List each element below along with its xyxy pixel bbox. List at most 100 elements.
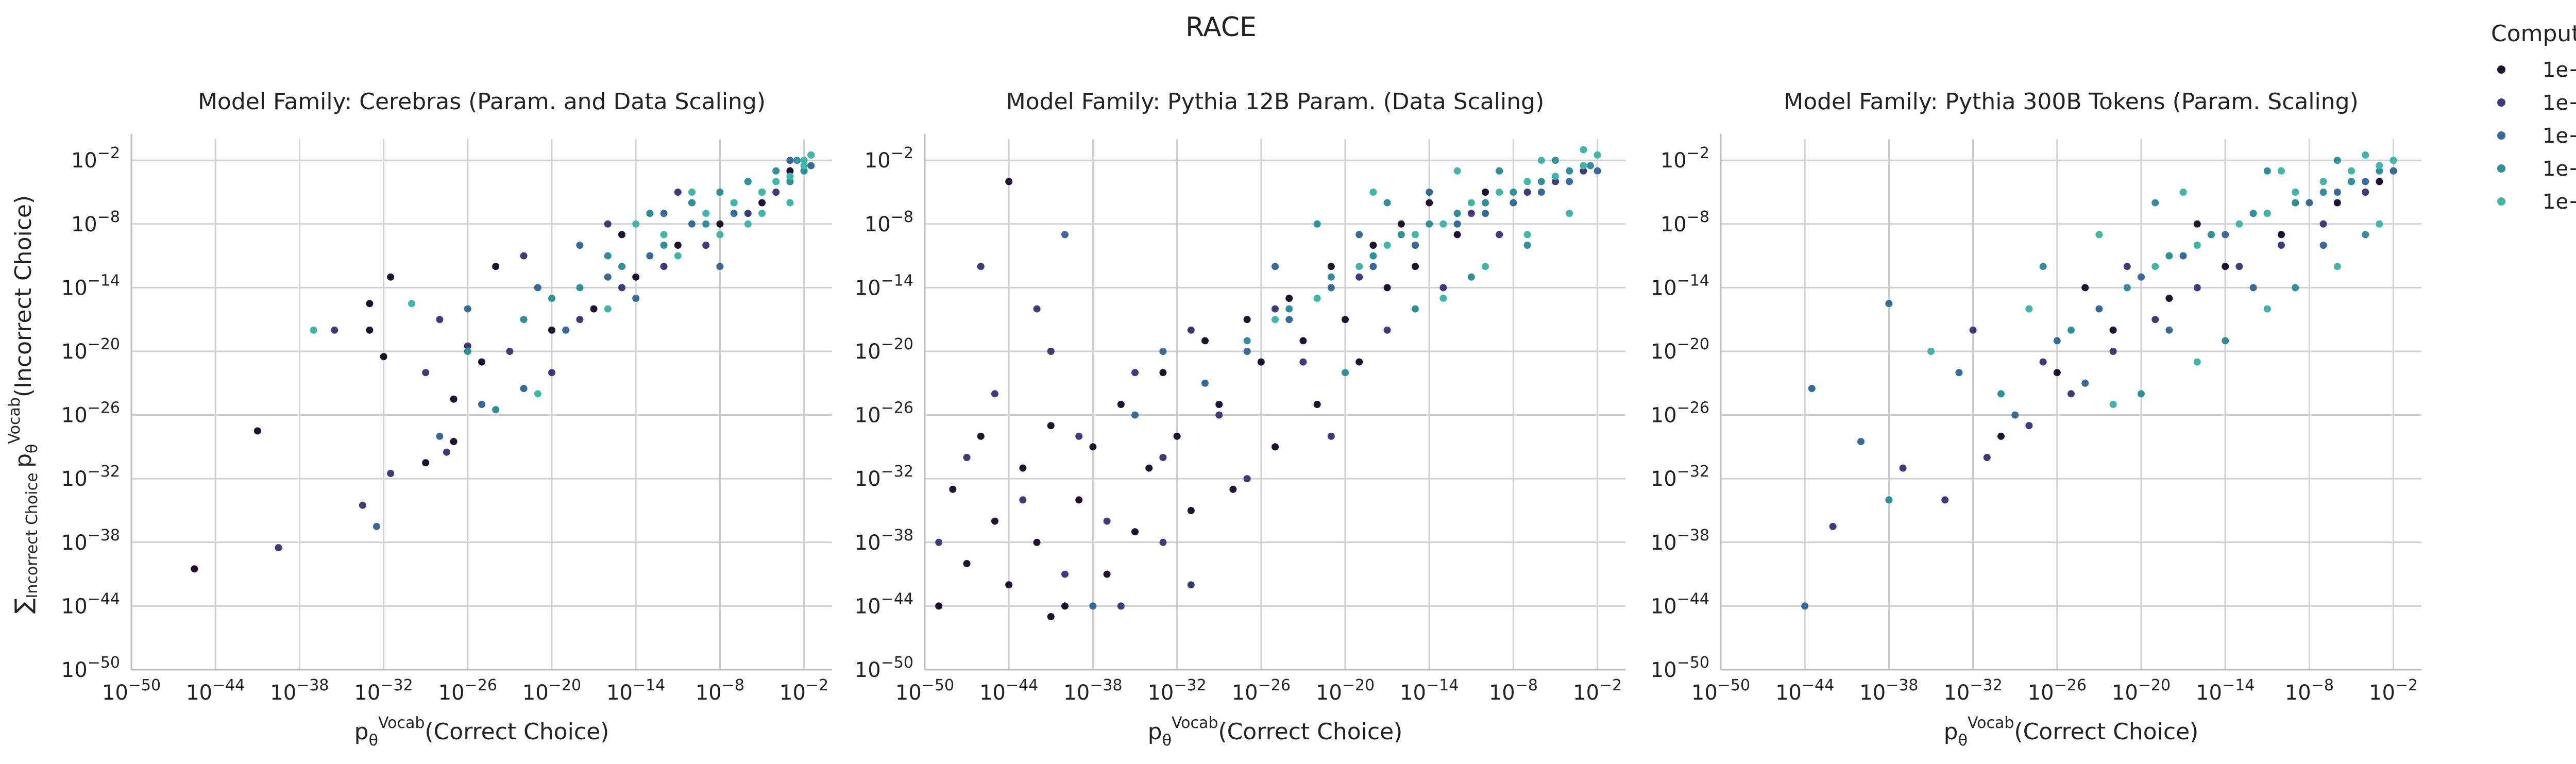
data-point [2389,167,2397,175]
data-point [716,220,724,228]
data-point [1523,231,1531,239]
data-point [1566,167,1573,175]
data-point [1467,210,1475,217]
data-point [534,390,541,398]
tick-label-x-1-1: 10−44 [979,676,1038,705]
data-point [1313,295,1321,302]
data-point [1885,300,1893,308]
data-point [2376,167,2383,175]
data-point [2053,337,2061,345]
data-point [2165,252,2173,260]
x-axis-label-1: pθVocab(Correct Choice) [1148,714,1403,750]
data-point [632,220,640,228]
data-point [2292,189,2299,196]
data-point [1412,263,1419,270]
data-point [1552,178,1559,185]
data-point [2193,358,2201,366]
data-point [1426,189,1433,196]
data-point [1397,220,1405,228]
data-point [1005,178,1013,185]
data-point [935,602,943,610]
data-point [373,522,380,530]
series-1e+18 [935,178,1489,620]
tick-label-y-2-3: 10−32 [1651,463,1709,491]
data-point [1327,432,1335,440]
data-point [800,157,808,164]
data-point [1467,199,1475,207]
tick-label-y-2-5: 10−20 [1651,335,1709,364]
data-point [2362,151,2369,159]
data-point [2123,284,2131,292]
data-point [492,263,500,270]
data-point [1033,305,1041,313]
tick-label-y-1-4: 10−26 [855,399,913,428]
data-point [1566,178,1573,185]
data-point [2348,178,2355,185]
data-point [1510,189,1517,196]
series-1e+20 [1061,167,1601,610]
data-point [443,448,450,456]
data-point [2222,337,2229,345]
tick-label-x-2-1: 10−44 [1775,676,1834,705]
data-point [618,263,625,270]
data-point [674,189,682,196]
data-point [464,342,471,350]
data-point [450,438,457,446]
legend-marker-1e+19 [2497,98,2505,107]
data-point [2109,401,2117,408]
data-point [1299,358,1307,366]
data-point [1117,602,1125,610]
data-point [1523,178,1531,185]
data-point [1272,316,1279,324]
data-point [2333,189,2341,196]
data-point [660,210,668,217]
data-point [702,220,710,228]
data-point [548,326,555,334]
data-point [660,231,668,239]
panel-title-2: Model Family: Pythia 300B Tokens (Param.… [1784,89,2359,115]
data-point [590,305,598,313]
data-point [548,369,555,377]
data-point [1131,411,1139,419]
data-point [1103,570,1111,578]
data-point [1187,507,1195,514]
data-point [949,485,957,493]
data-point [1412,305,1419,313]
data-point [1047,613,1055,620]
tick-label-y-2-6: 10−14 [1651,271,1709,300]
data-point [1983,454,1991,461]
tick-label-x-0-2: 10−38 [270,676,329,705]
data-point [1342,316,1349,324]
tick-label-x-2-7: 10−8 [2285,676,2334,705]
data-point [380,353,387,361]
data-point [1075,432,1083,440]
data-point [2362,178,2369,185]
tick-label-y-0-8: 10−2 [71,144,120,173]
data-point [506,348,514,355]
data-point [963,560,971,567]
data-point [2376,162,2383,169]
tick-label-x-2-4: 10−26 [2028,676,2087,705]
data-point [772,189,780,196]
data-point [730,210,738,217]
data-point [1453,167,1461,175]
data-point [2362,231,2369,239]
data-point [520,252,528,260]
data-point [1537,189,1545,196]
data-point [1201,337,1209,345]
tick-label-y-2-0: 10−50 [1651,654,1709,682]
tick-label-x-0-7: 10−8 [696,676,744,705]
data-point [1159,454,1167,461]
data-point [1061,602,1069,610]
data-point [1587,162,1594,169]
series-1e+18 [1997,178,2383,440]
data-point [1369,242,1377,249]
data-point [1594,167,1601,175]
data-point [1243,337,1251,345]
data-point [492,406,500,414]
data-point [2278,231,2285,239]
data-point [2039,263,2047,270]
data-point [2081,284,2089,292]
data-point [793,157,801,164]
